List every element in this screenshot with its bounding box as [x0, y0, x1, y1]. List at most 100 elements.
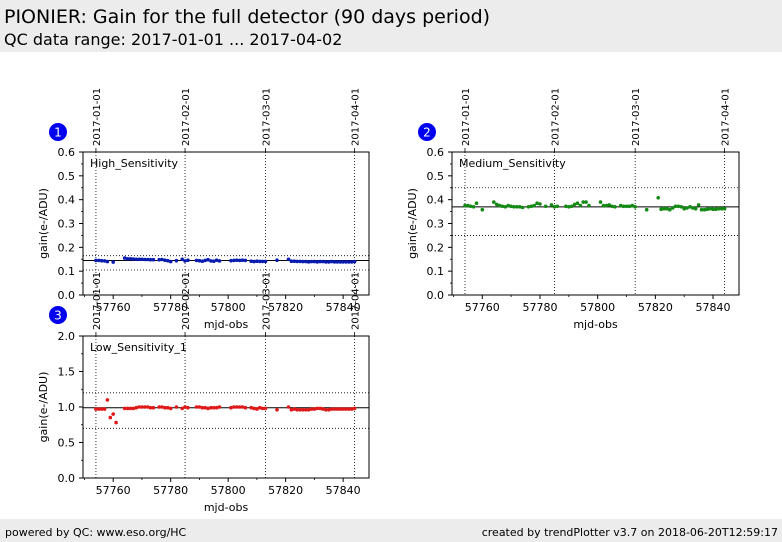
data-point	[237, 405, 242, 409]
data-point	[212, 405, 216, 410]
data-point	[532, 203, 536, 208]
data-point	[128, 406, 133, 411]
x-tick-label: 57780	[522, 301, 557, 314]
data-point	[255, 407, 259, 411]
data-point	[338, 407, 343, 411]
data-point	[335, 407, 340, 411]
y-tick-label: 0.0	[58, 289, 76, 302]
x-tick-label: 57800	[580, 301, 615, 314]
data-point	[174, 258, 179, 263]
data-point	[693, 206, 698, 211]
data-point	[168, 259, 173, 264]
x-tick-label: 57840	[696, 301, 731, 314]
data-point	[572, 202, 577, 207]
y-axis-label: gain(e-/ADU)	[37, 372, 50, 443]
data-point	[102, 259, 107, 263]
data-point	[318, 259, 322, 264]
data-point	[624, 204, 629, 209]
panel-label: Low_Sensitivity_1	[90, 341, 187, 354]
data-point	[324, 260, 328, 264]
data-point	[209, 405, 213, 410]
data-point	[332, 407, 337, 411]
data-point	[217, 259, 222, 263]
data-point	[327, 260, 331, 264]
y-tick-label: 0.6	[58, 146, 76, 159]
data-point	[292, 259, 297, 264]
data-point	[659, 207, 663, 211]
data-point	[474, 201, 479, 205]
data-point	[99, 407, 104, 411]
data-point	[232, 405, 236, 409]
data-point	[203, 258, 207, 263]
data-point	[240, 405, 245, 409]
data-point	[157, 405, 161, 409]
date-tick-label: 2017-01-01	[92, 88, 103, 146]
data-point	[183, 405, 187, 409]
data-point	[492, 200, 496, 204]
data-point	[122, 406, 127, 411]
data-point	[344, 407, 348, 411]
data-point	[94, 258, 98, 263]
data-point	[578, 203, 583, 208]
data-point	[543, 204, 548, 209]
data-point	[125, 406, 130, 411]
date-tick-label: 2017-03-01	[262, 272, 273, 330]
data-point	[312, 407, 317, 411]
data-point	[148, 405, 153, 410]
created-by-text: created by trendPlotter v3.7 on 2018-06-…	[481, 526, 778, 539]
data-point	[145, 257, 150, 262]
report-header: PIONIER: Gain for the full detector (90 …	[0, 0, 782, 52]
data-point	[105, 398, 110, 402]
data-point	[97, 407, 101, 411]
data-point	[509, 204, 513, 209]
data-point	[463, 203, 467, 208]
data-point	[186, 405, 190, 410]
data-point	[260, 406, 265, 411]
data-point	[309, 259, 314, 264]
data-point	[235, 258, 239, 263]
data-point	[304, 408, 308, 412]
data-point	[324, 408, 328, 412]
data-point	[160, 257, 164, 262]
y-tick-label: 0.5	[427, 170, 445, 183]
data-point	[598, 200, 603, 204]
data-point	[249, 259, 253, 264]
data-point	[295, 408, 299, 412]
data-point	[708, 206, 712, 211]
data-point	[656, 196, 660, 200]
data-point	[350, 407, 354, 411]
data-point	[575, 201, 580, 205]
data-point	[137, 257, 141, 262]
data-point	[341, 260, 345, 264]
data-point	[705, 207, 710, 211]
data-point	[604, 203, 609, 208]
data-point	[526, 205, 531, 209]
date-range-subtitle: QC data range: 2017-01-01 ... 2017-04-02	[4, 30, 343, 49]
date-tick-label: 2017-01-01	[461, 88, 472, 146]
x-tick-label: 57780	[153, 484, 188, 497]
data-point	[621, 204, 626, 209]
data-point	[200, 259, 205, 264]
data-point	[607, 203, 611, 207]
data-point	[518, 205, 522, 209]
data-point	[696, 203, 701, 207]
data-point	[668, 207, 672, 212]
data-point	[332, 260, 337, 264]
data-point	[644, 207, 649, 212]
data-point	[258, 259, 262, 264]
data-point	[327, 408, 331, 412]
data-point	[140, 257, 144, 262]
data-point	[466, 203, 470, 208]
data-point	[329, 259, 334, 264]
data-point	[306, 260, 311, 264]
data-point	[108, 415, 113, 420]
x-tick-label: 57840	[326, 301, 361, 314]
data-point	[304, 259, 308, 264]
data-point	[312, 259, 317, 264]
data-point	[309, 407, 314, 411]
data-point	[275, 258, 279, 263]
data-point	[194, 258, 199, 263]
data-point	[506, 203, 511, 208]
panel-number-badge	[49, 306, 67, 324]
data-point	[286, 405, 291, 409]
